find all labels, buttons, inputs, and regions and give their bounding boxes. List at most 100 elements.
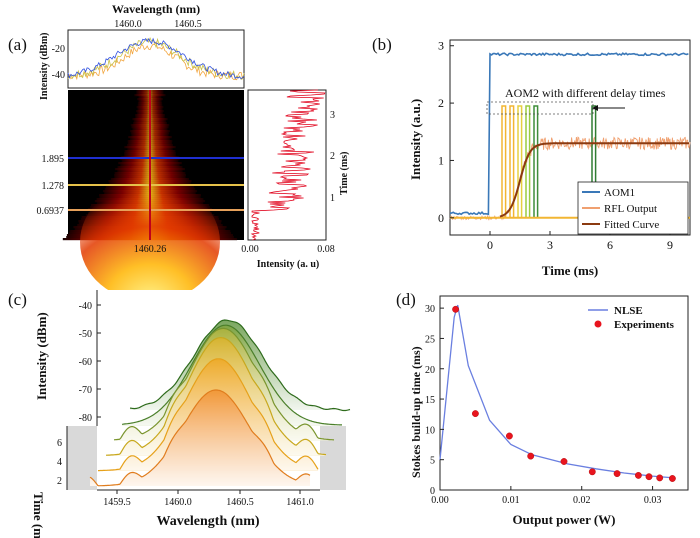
x-tick-label: 0.02 [573,495,591,506]
panel-d: (d) 0.00 0.01 0.02 0.03 0 5 10 15 20 25 30 Output … [396,290,689,527]
spectrum-trace [67,41,245,81]
plot-d-y-label: Stokes build-up time (ms) [409,346,423,478]
spectrum-x-tick: 1460.5 [174,19,202,30]
x-tick-label: 1459.5 [103,497,131,508]
x-tick-label: 1461.0 [286,497,314,508]
y-tick-label: 0 [438,211,444,225]
experiment-point [588,468,596,476]
x-tick-label: 3 [547,238,553,252]
plot-d-x-label: Output power (W) [512,512,615,527]
experiment-point [613,470,621,477]
spectrum-y-tick: -40 [52,70,65,81]
x-tick-label: 1460.0 [164,497,192,508]
experiment-point [560,458,568,465]
z-tick-label: 4 [57,457,62,468]
side-trace-line [250,89,326,241]
x-tick-label: 0.01 [502,495,520,506]
plot-b-ticks: 0 3 6 9 0 1 2 3 [438,39,673,252]
rfl-output-line [449,136,691,221]
y-tick-label: -70 [79,385,92,396]
heatmap-y-tick: 1.895 [42,154,65,165]
spectrum-line [98,358,319,472]
spectrum-fade [90,390,310,486]
x-tick-label: 0.00 [431,495,449,506]
spectrum-line [121,324,342,426]
plot-c-spectra [89,319,351,487]
y-tick-label: -40 [79,301,92,312]
legend-label: Fitted Curve [604,219,659,231]
z-tick-label: 6 [57,438,62,449]
panel-label: (a) [8,35,27,54]
spectrum-y-tick: -20 [52,44,65,55]
y-tick-label: 3 [438,39,444,53]
experiment-point [471,410,479,417]
side-x-label: Intensity (a. u) [257,259,320,270]
spectrum-trace [67,37,245,80]
y-tick-label: 25 [425,334,435,345]
panel-label: (d) [396,290,416,309]
y-tick-label: -50 [79,329,92,340]
legend-label: Experiments [614,319,675,331]
panel-label: (b) [372,35,392,54]
y-tick-label: 30 [425,304,435,315]
spectrum-line [113,327,335,441]
side-y-tick: 1 [330,193,335,204]
aom1-line [450,52,689,216]
x-tick-label: 6 [607,238,613,252]
spectrum-line [89,389,311,487]
plot-c-ticks: 1459.5 1460.0 1460.5 1461.0 -40 -50 -60 -70 -80 2… [57,301,314,508]
heatmap-y-tick: 0.6937 [37,206,65,217]
spectrum-line [106,337,327,456]
experiment-point [452,305,459,313]
spectrum-line [129,319,351,412]
spectrum-y-label: Intensity (dBm) [39,32,50,100]
side-y-label: Time (ms) [339,152,350,195]
heatmap-x-tick: 1460.26 [134,244,167,255]
experiment-point [505,432,513,440]
y-tick-label: 2 [438,96,444,110]
side-trace-axes [247,89,327,241]
y-tick-label: -60 [79,357,92,368]
plot-c-floor-right [320,426,346,490]
legend-label: NLSE [614,305,643,317]
plot-b-x-label: Time (ms) [542,263,598,278]
panel-label: (c) [8,290,27,309]
y-tick-label: 5 [430,456,435,467]
legend-label: RFL Output [604,203,657,215]
spectrum-traces [67,37,245,81]
plot-b-y-label: Intensity (a.u.) [408,99,423,180]
spectrum-x-label: Wavelength (nm) [112,2,200,16]
legend-label: AOM1 [604,187,635,199]
y-tick-label: 1 [438,153,444,167]
y-tick-label: 10 [425,425,435,436]
y-tick-label: 0 [430,486,435,497]
fitted-curve-line [499,142,689,218]
heatmap-core [80,182,220,302]
plot-d-ticks: 0.00 0.01 0.02 0.03 0 5 10 15 20 25 30 [425,304,661,506]
x-tick-label: 0 [487,238,493,252]
experiment-point [669,475,676,482]
spectrum-axes [67,29,245,89]
x-tick-label: 1460.5 [226,497,254,508]
side-x-tick: 0.00 [241,244,259,255]
panel-c: (c) 1459.5 1460.0 1460.5 1461.0 -40 -50 -60 -70… [8,290,351,538]
spectrum-x-tick: 1460.0 [114,19,142,30]
x-tick-label: 0.03 [644,495,662,506]
side-y-tick: 2 [330,151,335,162]
spectrum-trace [67,37,245,80]
panel-a: (a) Wavelength (nm) 1460.0 1460.5 -20 -4… [8,2,350,302]
plot-d-axes [439,295,689,491]
x-tick-label: 9 [667,238,673,252]
side-x-tick: 0.08 [317,244,335,255]
plot-d-legend: NLSE Experiments [588,305,675,331]
experiment-point [656,474,664,482]
experiment-point [645,473,653,481]
side-y-tick: 3 [330,110,335,121]
plot-b-traces [449,52,691,221]
annotation-arrowhead [592,105,598,111]
experiment-point [527,452,535,460]
plot-c-z-label: Time (ms) [31,492,46,538]
